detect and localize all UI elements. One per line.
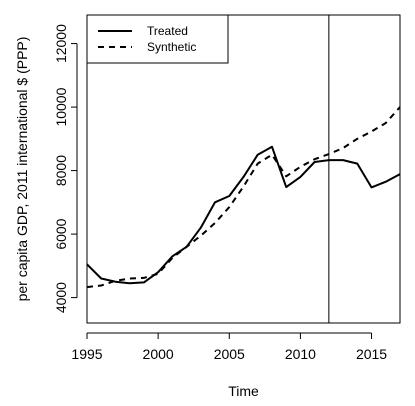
y-tick-label: 12000 xyxy=(53,24,69,63)
legend-label-treated: Treated xyxy=(147,24,188,38)
y-tick-label: 6000 xyxy=(53,218,69,249)
x-tick-label: 1995 xyxy=(71,346,102,362)
x-tick-label: 2015 xyxy=(356,346,387,362)
legend-box xyxy=(86,14,229,64)
y-tick-label: 8000 xyxy=(53,155,69,186)
y-tick-label: 10000 xyxy=(53,87,69,126)
series-line-synthetic xyxy=(86,106,401,289)
plot-frame xyxy=(86,14,401,324)
y-axis-title: per capita GDP, 2011 international $ (PP… xyxy=(14,37,30,302)
x-axis-title: Time xyxy=(228,383,259,399)
axis-layer: 1995 2000 2005 2010 2015 4000 6000 8000 10000 120… xyxy=(53,24,387,362)
x-tick-label: 2010 xyxy=(285,346,316,362)
x-tick-label: 2005 xyxy=(214,346,245,362)
y-tick-label: 4000 xyxy=(53,282,69,313)
plot-layer xyxy=(86,14,401,324)
legend-label-synthetic: Synthetic xyxy=(147,40,196,54)
legend: Treated Synthetic xyxy=(86,14,229,64)
series-line-treated xyxy=(86,145,401,285)
x-tick-label: 2000 xyxy=(143,346,174,362)
